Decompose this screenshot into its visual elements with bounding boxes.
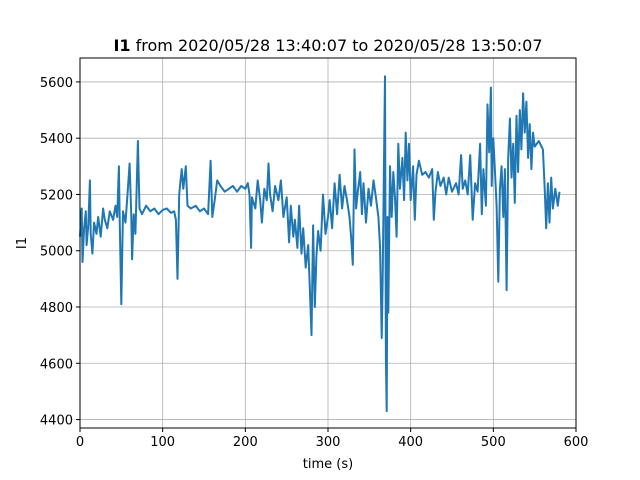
plot-area [79, 75, 561, 413]
x-axis-label: time (s) [303, 457, 353, 472]
x-tick-label: 300 [316, 435, 341, 450]
y-tick-label: 4800 [40, 301, 73, 316]
x-tick-label: 400 [398, 435, 423, 450]
y-tick-label: 4600 [40, 357, 73, 372]
y-tick-label: 5400 [40, 132, 73, 147]
x-tick-label: 0 [76, 435, 84, 450]
y-tick-label: 4400 [40, 414, 73, 429]
y-tick-label: 5200 [40, 188, 73, 203]
x-tick-label: 500 [481, 435, 506, 450]
y-tick-label: 5000 [40, 245, 73, 260]
x-axis: 0 100 200 300 400 500 600 [76, 428, 589, 450]
x-tick-label: 200 [233, 435, 258, 450]
chart-title-bold: I1 [113, 36, 130, 55]
chart-title: I1 from 2020/05/28 13:40:07 to 2020/05/2… [113, 36, 542, 55]
grid [79, 58, 577, 428]
y-tick-label: 5600 [40, 76, 73, 91]
y-axis: 4400 4600 4800 5000 5200 5400 5600 [40, 76, 80, 429]
x-tick-label: 100 [150, 435, 175, 450]
chart-title-rest: from 2020/05/28 13:40:07 to 2020/05/28 1… [131, 36, 543, 55]
x-tick-label: 600 [564, 435, 589, 450]
y-axis-label: I1 [15, 237, 30, 249]
series-line [79, 75, 561, 413]
